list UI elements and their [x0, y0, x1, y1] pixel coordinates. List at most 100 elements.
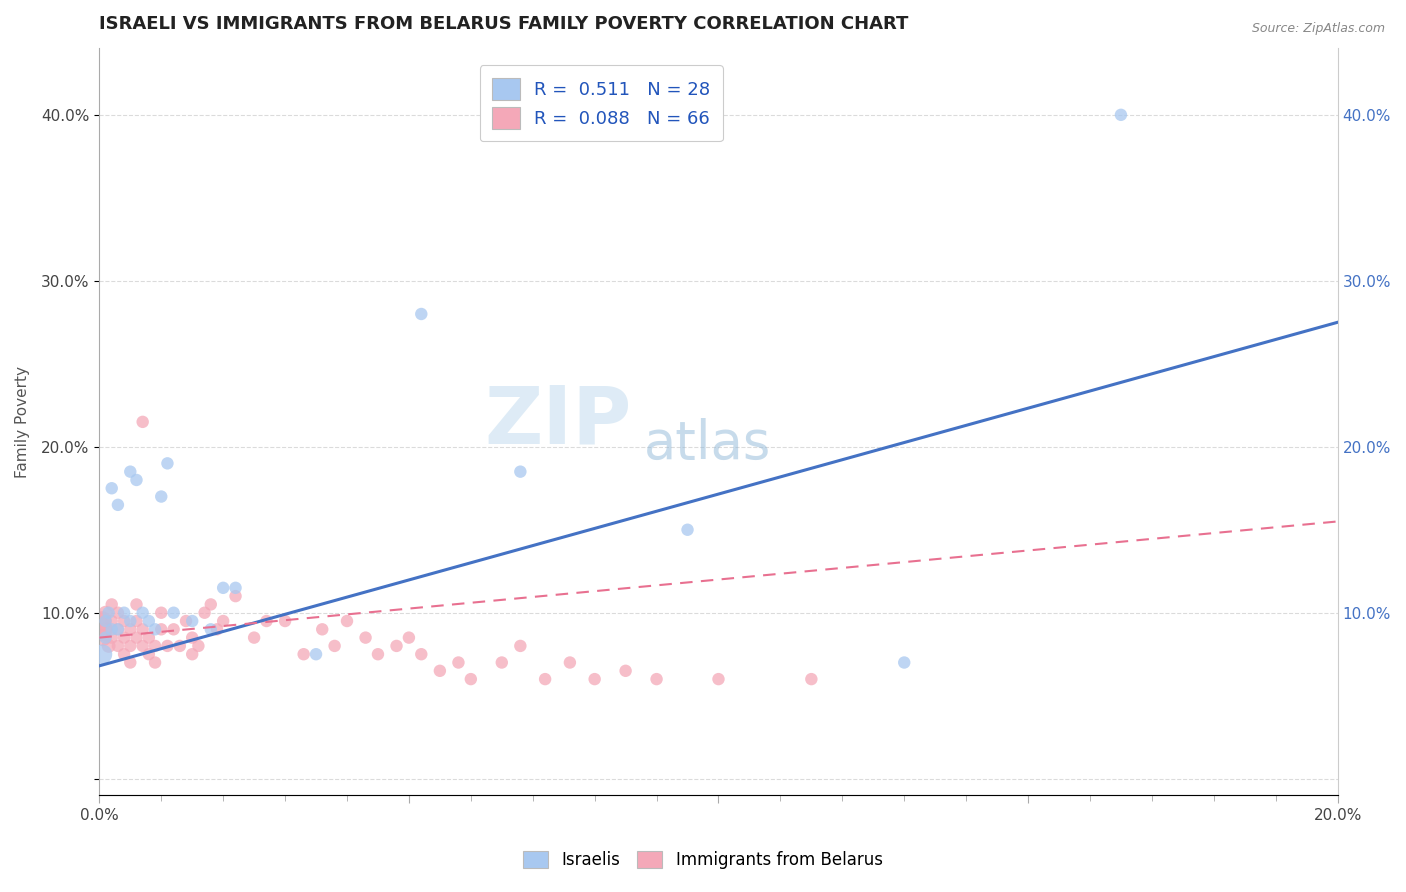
Point [181, 631, 204, 645]
Point [212, 581, 235, 595]
Point [292, 647, 315, 661]
Point [800, 672, 823, 686]
Point [120, 623, 142, 637]
Point [509, 465, 531, 479]
Point [94, 606, 117, 620]
Point [143, 656, 166, 670]
Point [200, 623, 222, 637]
Text: ISRAELI VS IMMIGRANTS FROM BELARUS FAMILY POVERTY CORRELATION CHART: ISRAELI VS IMMIGRANTS FROM BELARUS FAMIL… [100, 15, 908, 33]
Point [107, 606, 129, 620]
Point [125, 598, 148, 612]
Point [107, 623, 129, 637]
Point [100, 481, 122, 495]
Point [174, 614, 197, 628]
Point [120, 639, 142, 653]
Point [187, 639, 209, 653]
Point [614, 664, 637, 678]
Text: atlas: atlas [644, 418, 772, 470]
Point [225, 581, 247, 595]
Point [107, 639, 129, 653]
Point [131, 415, 153, 429]
Point [112, 606, 135, 620]
Point [707, 672, 730, 686]
Point [112, 614, 135, 628]
Point [205, 623, 228, 637]
Point [150, 606, 173, 620]
Point [100, 614, 122, 628]
Point [131, 606, 153, 620]
Point [534, 672, 557, 686]
Text: Source: ZipAtlas.com: Source: ZipAtlas.com [1251, 22, 1385, 36]
Point [125, 614, 148, 628]
Legend: Israelis, Immigrants from Belarus: Israelis, Immigrants from Belarus [513, 841, 893, 880]
Point [509, 639, 531, 653]
Point [336, 614, 359, 628]
Point [112, 631, 135, 645]
Point [150, 623, 173, 637]
Point [367, 647, 389, 661]
Point [156, 639, 179, 653]
Legend: R =  0.511   N = 28, R =  0.088   N = 66: R = 0.511 N = 28, R = 0.088 N = 66 [479, 65, 723, 142]
Point [558, 656, 581, 670]
Point [100, 631, 122, 645]
Point [143, 639, 166, 653]
Point [169, 639, 191, 653]
Point [120, 465, 142, 479]
Point [411, 307, 433, 321]
Point [107, 623, 129, 637]
Point [100, 598, 122, 612]
Point [1109, 108, 1132, 122]
Point [447, 656, 470, 670]
Point [131, 639, 153, 653]
Point [138, 631, 160, 645]
Point [181, 614, 204, 628]
Point [256, 614, 278, 628]
Point [162, 606, 184, 620]
Point [385, 639, 408, 653]
Point [225, 589, 247, 603]
Point [323, 639, 346, 653]
Point [91, 647, 114, 661]
Point [120, 614, 142, 628]
Point [97, 606, 120, 620]
Point [676, 523, 699, 537]
Point [305, 647, 328, 661]
Point [112, 647, 135, 661]
Point [893, 656, 915, 670]
Point [90, 614, 112, 628]
Point [429, 664, 451, 678]
Point [94, 623, 117, 637]
Point [411, 647, 433, 661]
Text: ZIP: ZIP [485, 383, 631, 461]
Point [125, 631, 148, 645]
Point [156, 456, 179, 470]
Point [200, 598, 222, 612]
Point [138, 614, 160, 628]
Point [311, 623, 333, 637]
Point [138, 647, 160, 661]
Point [107, 498, 129, 512]
Point [120, 656, 142, 670]
Point [162, 623, 184, 637]
Point [143, 623, 166, 637]
Point [645, 672, 668, 686]
Point [150, 490, 173, 504]
Point [194, 606, 217, 620]
Point [460, 672, 482, 686]
Point [181, 647, 204, 661]
Point [583, 672, 606, 686]
Point [97, 639, 120, 653]
Point [243, 631, 266, 645]
Point [100, 623, 122, 637]
Point [398, 631, 420, 645]
Point [90, 623, 112, 637]
Point [94, 614, 117, 628]
Point [94, 631, 117, 645]
Point [91, 631, 114, 645]
Point [274, 614, 297, 628]
Y-axis label: Family Poverty: Family Poverty [15, 366, 30, 478]
Point [491, 656, 513, 670]
Point [212, 614, 235, 628]
Point [125, 473, 148, 487]
Point [131, 623, 153, 637]
